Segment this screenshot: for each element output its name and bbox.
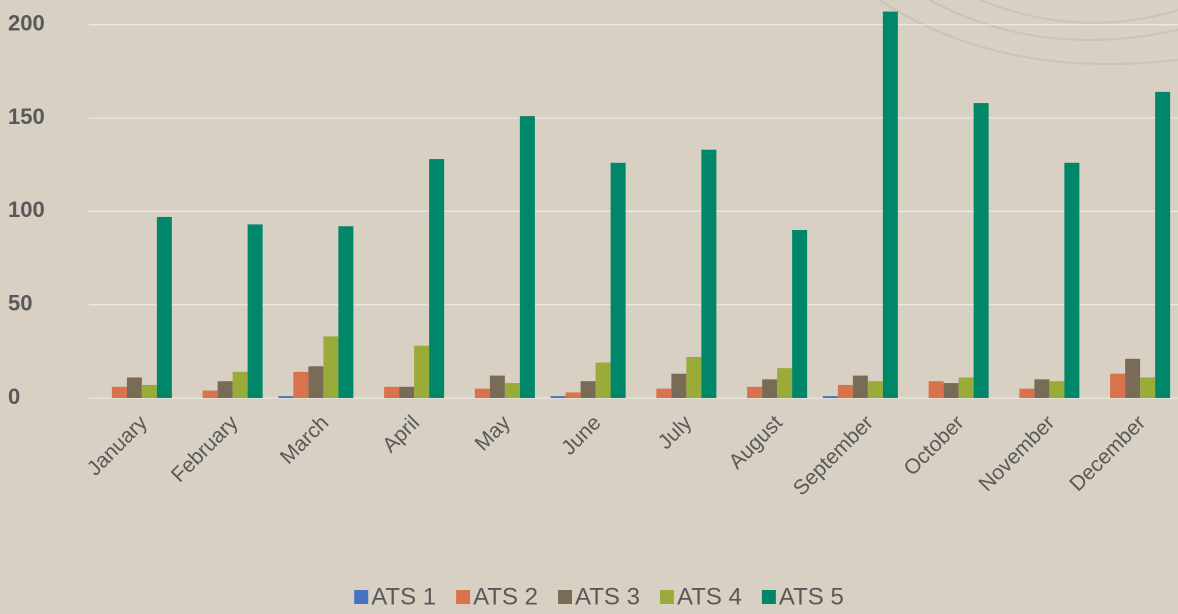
- bar: [762, 379, 778, 398]
- bar: [519, 116, 535, 398]
- x-tick-label: April: [378, 411, 424, 457]
- bar: [1019, 388, 1035, 398]
- bar: [867, 381, 883, 398]
- bar: [1110, 373, 1126, 398]
- y-tick-label: 200: [8, 10, 45, 35]
- bar: [822, 396, 838, 398]
- bar: [973, 103, 989, 399]
- y-tick-label: 100: [8, 197, 45, 222]
- bar: [852, 375, 868, 398]
- legend-label: ATS 1: [371, 583, 436, 610]
- bar: [247, 224, 263, 398]
- legend-label: ATS 3: [575, 583, 640, 610]
- bar: [232, 371, 248, 398]
- bar: [217, 381, 233, 398]
- x-tick-label: August: [725, 411, 788, 474]
- bar: [1049, 381, 1065, 398]
- legend-label: ATS 5: [779, 583, 844, 610]
- x-tick-label: October: [899, 411, 968, 480]
- bar: [958, 377, 974, 398]
- x-tick-label: November: [975, 411, 1060, 496]
- bar: [550, 396, 566, 398]
- bar: [308, 366, 324, 398]
- bar: [1155, 91, 1171, 398]
- bar: [414, 345, 430, 398]
- legend-swatch: [761, 590, 776, 604]
- y-tick-label: 0: [8, 384, 20, 409]
- bar: [701, 149, 717, 398]
- legend-swatch: [659, 590, 674, 604]
- bar: [111, 386, 127, 398]
- x-tick-label: May: [471, 411, 516, 456]
- bar: [293, 371, 309, 398]
- x-tick-label: July: [654, 411, 697, 454]
- bar: [610, 162, 626, 398]
- bar: [686, 356, 702, 398]
- bar: [580, 381, 596, 398]
- bar: [1034, 379, 1050, 398]
- bar: [504, 383, 520, 398]
- legend: ATS 1 ATS 2 ATS 3 ATS 4 ATS 5: [354, 583, 844, 610]
- bar: [202, 390, 218, 398]
- bar: [928, 381, 944, 398]
- bar: [156, 216, 172, 398]
- x-tick-label: February: [167, 411, 243, 487]
- background-decoration: [879, 0, 1178, 65]
- bar: [384, 386, 400, 398]
- bar: [595, 362, 611, 398]
- bar: [338, 226, 354, 398]
- x-tick-label: December: [1065, 411, 1150, 496]
- bar: [429, 159, 445, 398]
- bar: [943, 383, 959, 398]
- bar: [747, 386, 763, 398]
- bar: [489, 375, 505, 398]
- legend-label: ATS 2: [473, 583, 538, 610]
- bar: [837, 384, 853, 398]
- y-tick-label: 150: [8, 104, 45, 129]
- bar: [777, 368, 793, 398]
- bar: [126, 377, 142, 398]
- bar: [1140, 377, 1156, 398]
- bar: [1125, 358, 1141, 398]
- bar: [399, 386, 415, 398]
- bar: [141, 384, 157, 398]
- bar: [565, 392, 581, 398]
- bar: [278, 396, 294, 398]
- legend-swatch: [456, 590, 471, 604]
- x-tick-label: March: [276, 411, 334, 469]
- legend-swatch: [354, 590, 369, 604]
- bar: [1064, 162, 1080, 398]
- x-tick-label: September: [789, 411, 878, 500]
- bar: [474, 388, 490, 398]
- bar: [671, 373, 687, 398]
- legend-swatch: [558, 590, 573, 604]
- legend-label: ATS 4: [677, 583, 742, 610]
- y-tick-label: 50: [8, 290, 32, 315]
- x-tick-label: January: [83, 411, 152, 480]
- bar: [882, 11, 898, 398]
- bar: [323, 336, 339, 398]
- bar: [792, 230, 808, 398]
- x-tick-label: June: [557, 411, 605, 459]
- bar: [656, 388, 672, 398]
